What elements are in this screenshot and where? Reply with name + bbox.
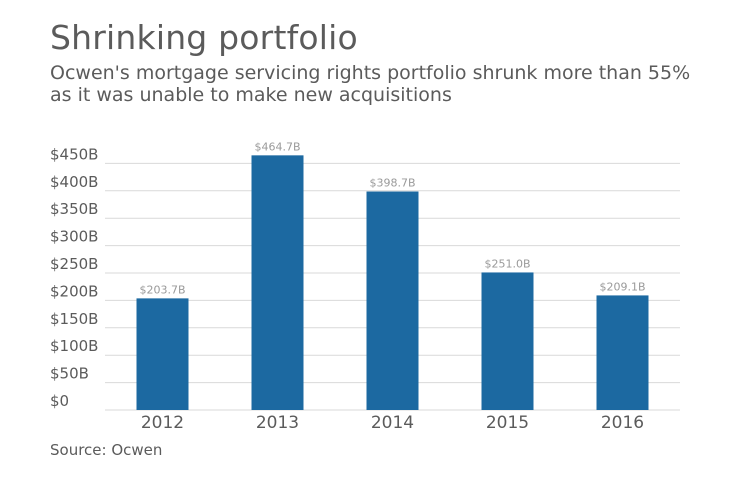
- bar-2013: [251, 155, 304, 410]
- y-tick-label: $0: [50, 392, 69, 410]
- x-tick-label: 2015: [486, 413, 529, 433]
- y-tick-label: $200B: [50, 282, 98, 300]
- bar-value-label: $251.0B: [484, 257, 530, 270]
- bar-value-label: $209.1B: [599, 280, 645, 293]
- bar-value-label: $464.7B: [254, 140, 300, 153]
- chart-subtitle: Ocwen's mortgage servicing rights portfo…: [50, 62, 691, 106]
- x-tick-label: 2013: [256, 413, 299, 433]
- y-tick-label: $50B: [50, 365, 89, 383]
- x-tick-label: 2016: [601, 413, 644, 433]
- bar-2012: [136, 298, 189, 410]
- chart-title: Shrinking portfolio: [50, 18, 358, 57]
- bar-2016: [596, 295, 649, 410]
- y-tick-label: $250B: [50, 255, 98, 273]
- bar-2014: [366, 191, 419, 410]
- bar-value-label: $203.7B: [139, 283, 185, 296]
- y-tick-label: $150B: [50, 310, 98, 328]
- y-tick-label: $450B: [50, 145, 98, 163]
- x-tick-label: 2014: [371, 413, 414, 433]
- y-tick-label: $400B: [50, 173, 98, 191]
- source-note: Source: Ocwen: [50, 441, 163, 459]
- y-tick-label: $100B: [50, 337, 98, 355]
- y-tick-label: $300B: [50, 228, 98, 246]
- bar-2015: [481, 272, 534, 410]
- y-tick-label: $350B: [50, 200, 98, 218]
- bar-value-label: $398.7B: [369, 177, 415, 190]
- x-tick-label: 2012: [141, 413, 184, 433]
